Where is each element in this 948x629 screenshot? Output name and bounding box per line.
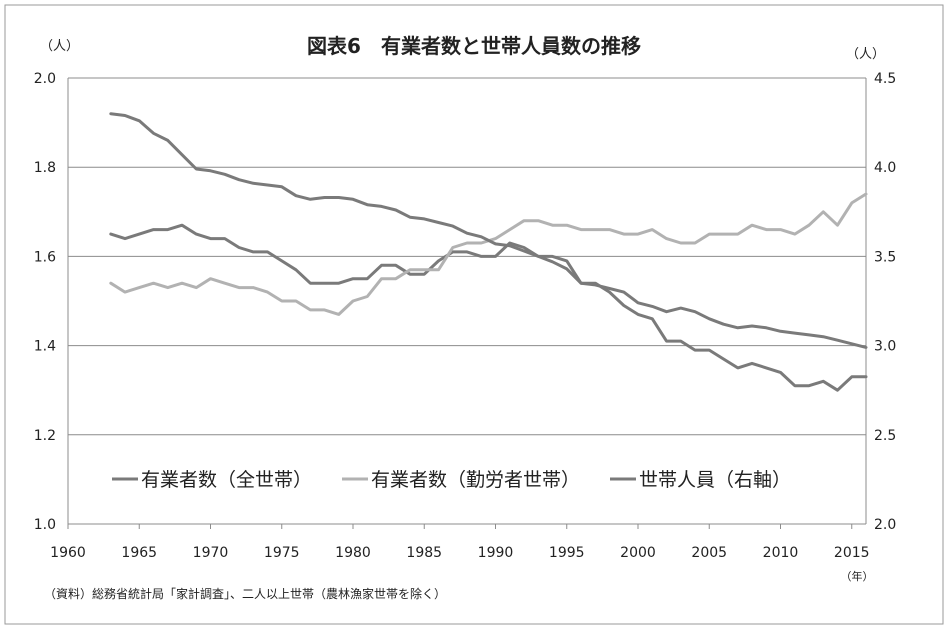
right-tick-label: 2.0 [874, 517, 896, 533]
series-line-3 [109, 112, 868, 349]
series-lines [109, 112, 868, 392]
left-axis-unit: （人） [40, 39, 79, 54]
source-note: （資料）総務省統計局「家計調査」、二人以上世帯（農林漁家世帯を除く） [44, 586, 446, 601]
x-tick-label: 1970 [193, 545, 229, 561]
x-tick-label: 1995 [549, 545, 585, 561]
left-tick-label: 1.2 [34, 428, 56, 444]
gridlines [68, 77, 866, 525]
right-axis-unit: （人） [846, 47, 885, 62]
legend-label-3: 世帯人員（右軸） [639, 469, 791, 491]
chart-title: 図表6 有業者数と世帯人員数の推移 [307, 34, 641, 58]
x-tick-label: 2015 [834, 545, 870, 561]
right-tick-label: 4.0 [874, 160, 896, 176]
x-tick-label: 2000 [620, 545, 656, 561]
x-tick-label: 1980 [335, 545, 371, 561]
x-axis-unit: （年） [841, 569, 874, 583]
x-tick-label: 1960 [50, 545, 86, 561]
left-tick-label: 1.6 [34, 249, 56, 265]
x-tick-label: 1975 [264, 545, 300, 561]
right-tick-label: 3.0 [874, 339, 896, 355]
right-tick-label: 2.5 [874, 428, 896, 444]
x-tick-label: 2005 [691, 545, 727, 561]
left-tick-label: 2.0 [34, 71, 56, 87]
chart-border [4, 4, 944, 625]
x-tick-label: 1965 [121, 545, 157, 561]
legend-label-1: 有業者数（全世帯） [141, 469, 312, 491]
legend-label-2: 有業者数（勤労者世帯） [371, 469, 580, 491]
left-tick-label: 1.8 [34, 160, 56, 176]
axes [67, 78, 867, 529]
left-tick-label: 1.4 [34, 339, 56, 355]
right-tick-label: 3.5 [874, 249, 896, 265]
x-tick-label: 1985 [406, 545, 442, 561]
left-tick-label: 1.0 [34, 517, 56, 533]
tick-labels: 1.0 1.2 1.4 1.6 1.8 2.0 2.0 2.5 3.0 3.5 4.0 4.5 1960… [34, 71, 897, 561]
x-tick-label: 1990 [478, 545, 514, 561]
series-line-1 [109, 223, 868, 392]
legend: 有業者数（全世帯） 有業者数（勤労者世帯） 世帯人員（右軸） [112, 469, 791, 491]
right-tick-label: 4.5 [874, 71, 896, 87]
x-tick-label: 2010 [763, 545, 799, 561]
